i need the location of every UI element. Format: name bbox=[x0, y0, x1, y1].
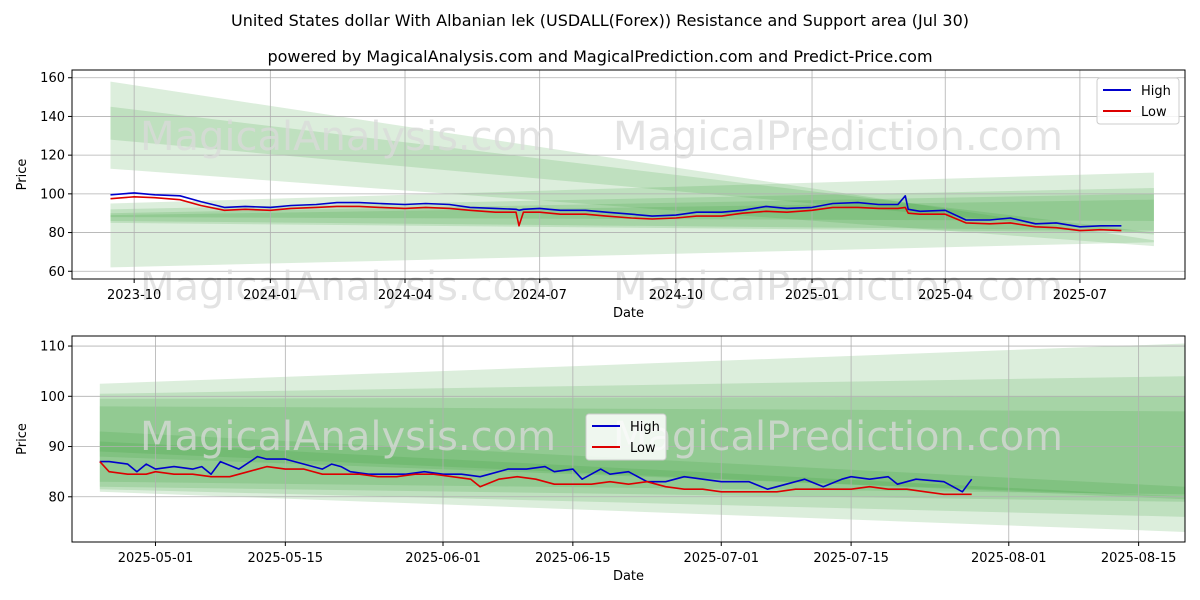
x-tick-label: 2024-04 bbox=[378, 288, 432, 303]
watermark-text: MagicalAnalysis.com bbox=[140, 114, 556, 160]
x-tick-label: 2025-06-15 bbox=[535, 551, 611, 566]
x-tick-label: 2025-07-15 bbox=[813, 551, 889, 566]
series-line-low bbox=[99, 461, 972, 496]
y-tick-label: 100 bbox=[40, 390, 65, 405]
y-axis-label: Price bbox=[15, 423, 30, 455]
chart-panel-1: MagicalAnalysis.com MagicalPrediction.com… bbox=[15, 69, 1186, 321]
y-tick-label: 100 bbox=[40, 187, 65, 202]
chart-title: United States dollar With Albanian lek (… bbox=[231, 11, 969, 30]
x-axis-label: Date bbox=[613, 569, 644, 584]
x-tick-label: 2025-07-01 bbox=[683, 551, 759, 566]
x-tick-label: 2024-01 bbox=[243, 288, 297, 303]
x-axis-label: Date bbox=[613, 306, 644, 321]
y-tick-label: 120 bbox=[40, 149, 65, 164]
y-tick-label: 80 bbox=[48, 226, 65, 241]
chart-subtitle: powered by MagicalAnalysis.com and Magic… bbox=[267, 47, 932, 66]
support-resistance-band bbox=[110, 106, 1154, 235]
y-tick-label: 160 bbox=[40, 71, 65, 86]
y-tick-label: 140 bbox=[40, 110, 65, 125]
y-tick-label: 80 bbox=[48, 490, 65, 505]
y-tick-label: 90 bbox=[48, 440, 65, 455]
x-tick-label: 2025-05-15 bbox=[248, 551, 324, 566]
legend: High Low bbox=[585, 413, 667, 461]
axes-frame bbox=[71, 69, 1186, 280]
y-tick-label: 110 bbox=[40, 340, 65, 355]
x-tick-label: 2025-01 bbox=[785, 288, 839, 303]
legend-label-high: High bbox=[630, 420, 660, 435]
chart-panel-2: MagicalAnalysis.com MagicalPrediction.com… bbox=[15, 335, 1186, 584]
watermark-text: MagicalPrediction.com bbox=[613, 264, 1063, 310]
legend-label-low: Low bbox=[1141, 105, 1167, 120]
support-resistance-band bbox=[99, 441, 1185, 500]
x-tick-label: 2023-10 bbox=[107, 288, 161, 303]
x-tick-label: 2024-10 bbox=[649, 288, 703, 303]
legend: High Low bbox=[1096, 77, 1180, 125]
support-resistance-band bbox=[110, 188, 1154, 231]
y-axis-label: Price bbox=[15, 159, 30, 191]
y-tick-label: 60 bbox=[48, 265, 65, 280]
watermark-text: MagicalAnalysis.com bbox=[140, 264, 556, 310]
series-line-high bbox=[110, 192, 1122, 228]
watermark-text: MagicalPrediction.com bbox=[613, 114, 1063, 160]
series-line-low bbox=[110, 196, 1122, 232]
series-line-high bbox=[99, 455, 973, 493]
legend-label-high: High bbox=[1141, 84, 1171, 99]
watermark-text: MagicalPrediction.com bbox=[613, 414, 1063, 460]
x-tick-label: 2025-06-01 bbox=[405, 551, 481, 566]
support-resistance-band bbox=[110, 193, 1154, 233]
plot-area bbox=[72, 70, 1185, 279]
x-tick-label: 2025-05-01 bbox=[118, 551, 194, 566]
watermark-text: MagicalAnalysis.com bbox=[140, 414, 556, 460]
x-tick-label: 2025-07 bbox=[1053, 288, 1107, 303]
support-resistance-band bbox=[110, 172, 1154, 268]
x-tick-label: 2025-04 bbox=[918, 288, 972, 303]
axes-frame bbox=[71, 335, 1186, 543]
x-tick-label: 2024-07 bbox=[513, 288, 567, 303]
x-tick-label: 2025-08-01 bbox=[971, 551, 1047, 566]
legend-label-low: Low bbox=[630, 441, 656, 456]
x-tick-label: 2025-08-15 bbox=[1101, 551, 1177, 566]
